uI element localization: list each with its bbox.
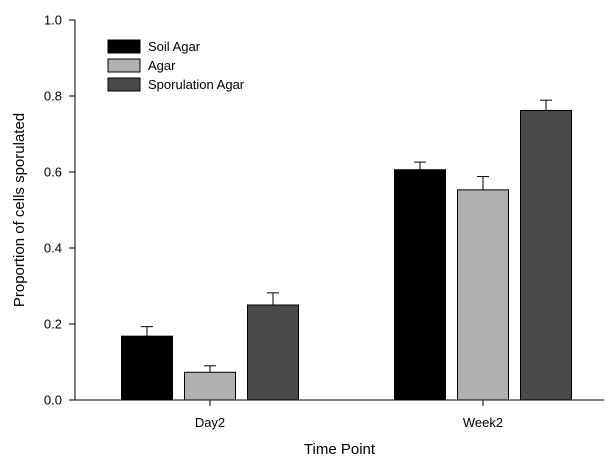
error-bars [141,99,552,373]
legend-label: Soil Agar [148,39,201,54]
y-tick-label: 0.0 [44,393,62,408]
legend: Soil Agar Agar Sporulation Agar [107,39,245,92]
y-axis-title: Proportion of cells sporulated [11,113,28,307]
bar [184,371,236,401]
legend-label: Agar [148,58,176,73]
bar [247,304,299,401]
y-tick-label: 0.2 [44,317,62,332]
legend-swatch [107,77,141,92]
tick-labels: 0.0 0.2 0.4 0.6 0.8 1.0 Day2 Week2 [44,13,503,431]
y-tick-label: 1.0 [44,13,62,28]
bar [520,109,572,401]
x-tick-label: Day2 [195,415,225,430]
bar [121,335,173,401]
bar [394,169,446,401]
legend-swatch [107,39,141,54]
bar [457,189,509,401]
y-tick-label: 0.4 [44,241,62,256]
y-tick-label: 0.8 [44,89,62,104]
bars [121,109,572,401]
y-tick-label: 0.6 [44,165,62,180]
legend-swatch [107,58,141,73]
x-axis-title: Time Point [304,441,376,458]
x-tick-label: Week2 [463,415,503,430]
legend-label: Sporulation Agar [148,77,245,92]
